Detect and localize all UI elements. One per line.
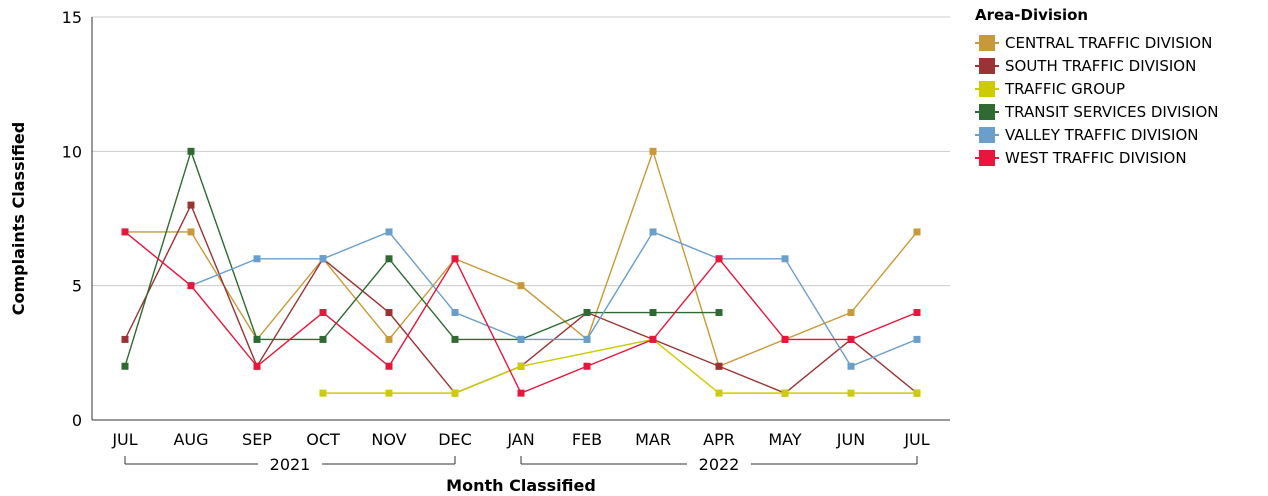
data-point — [385, 335, 393, 343]
x-tick-label: SEP — [242, 430, 272, 449]
x-tick-label: JAN — [506, 430, 534, 449]
data-point — [847, 389, 855, 397]
data-point — [715, 309, 723, 317]
data-point — [451, 335, 459, 343]
series-line — [124, 149, 719, 367]
data-point — [187, 147, 195, 155]
y-tick-label: 0 — [72, 411, 82, 430]
data-point — [649, 335, 657, 343]
legend-swatch — [975, 80, 999, 98]
legend-swatch — [975, 149, 999, 167]
x-tick-label: JUL — [111, 430, 137, 449]
y-tick-label: 10 — [62, 142, 82, 161]
x-axis-title: Month Classified — [446, 476, 596, 495]
data-point — [451, 255, 459, 263]
data-point — [913, 389, 921, 397]
data-point — [715, 362, 723, 370]
data-point — [385, 228, 393, 236]
data-point — [121, 335, 129, 343]
data-point — [385, 389, 393, 397]
data-point — [385, 362, 393, 370]
data-point — [847, 362, 855, 370]
data-point — [187, 282, 195, 290]
data-point — [781, 389, 789, 397]
data-point — [583, 335, 591, 343]
data-point — [847, 309, 855, 317]
data-point — [913, 335, 921, 343]
legend-title: Area-Division — [975, 6, 1089, 24]
data-point — [583, 309, 591, 317]
series-line — [190, 231, 918, 368]
data-point — [649, 147, 657, 155]
legend-item: SOUTH TRAFFIC DIVISION — [975, 54, 1219, 77]
data-point — [319, 255, 327, 263]
legend-label: TRANSIT SERVICES DIVISION — [1005, 102, 1219, 121]
data-point — [517, 389, 525, 397]
x-tick-label: APR — [703, 430, 735, 449]
legend-item: TRANSIT SERVICES DIVISION — [975, 100, 1219, 123]
legend-item: WEST TRAFFIC DIVISION — [975, 146, 1219, 169]
data-point — [517, 335, 525, 343]
legend-item: CENTRAL TRAFFIC DIVISION — [975, 31, 1219, 54]
data-point — [649, 309, 657, 317]
legend-label: WEST TRAFFIC DIVISION — [1005, 148, 1187, 167]
y-axis-title: Complaints Classified — [9, 122, 28, 315]
x-tick-label: FEB — [572, 430, 602, 449]
x-tick-label: DEC — [438, 430, 472, 449]
legend-label: TRAFFIC GROUP — [1005, 79, 1126, 98]
data-point — [583, 362, 591, 370]
data-point — [253, 335, 261, 343]
data-point — [187, 228, 195, 236]
legend-swatch — [975, 34, 999, 52]
data-point — [253, 362, 261, 370]
data-point — [517, 362, 525, 370]
data-point — [121, 362, 129, 370]
x-tick-label: OCT — [306, 430, 340, 449]
data-point — [649, 228, 657, 236]
legend-swatch — [975, 103, 999, 121]
legend-label: VALLEY TRAFFIC DIVISION — [1005, 125, 1199, 144]
data-point — [253, 255, 261, 263]
legend-item: VALLEY TRAFFIC DIVISION — [975, 123, 1219, 146]
data-point — [451, 389, 459, 397]
x-tick-label: AUG — [173, 430, 208, 449]
data-point — [121, 228, 129, 236]
data-point — [517, 282, 525, 290]
legend-label: SOUTH TRAFFIC DIVISION — [1005, 56, 1197, 75]
data-point — [319, 335, 327, 343]
data-point — [715, 389, 723, 397]
y-tick-label: 5 — [72, 277, 82, 296]
x-tick-label: NOV — [371, 430, 406, 449]
data-point — [781, 255, 789, 263]
y-tick-label: 15 — [62, 8, 82, 27]
data-point — [319, 309, 327, 317]
legend-swatch — [975, 126, 999, 144]
legend-label: CENTRAL TRAFFIC DIVISION — [1005, 33, 1213, 52]
x-tick-label: JUL — [903, 430, 929, 449]
x-tick-label: MAR — [635, 430, 671, 449]
legend-item: TRAFFIC GROUP — [975, 77, 1219, 100]
series-line — [323, 338, 917, 394]
legend-items: CENTRAL TRAFFIC DIVISION SOUTH TRAFFIC DI… — [975, 31, 1219, 169]
legend-swatch — [975, 57, 999, 75]
year-label: 2021 — [270, 455, 311, 474]
data-point — [913, 228, 921, 236]
data-point — [847, 335, 855, 343]
data-point — [319, 389, 327, 397]
data-point — [913, 309, 921, 317]
data-point — [715, 255, 723, 263]
year-label: 2022 — [699, 455, 740, 474]
data-point — [187, 201, 195, 209]
data-point — [385, 309, 393, 317]
x-tick-label: JUN — [836, 430, 865, 449]
x-tick-label: MAY — [768, 430, 802, 449]
data-point — [451, 309, 459, 317]
legend: Area-Division CENTRAL TRAFFIC DIVISION SO… — [975, 6, 1219, 169]
data-point — [781, 335, 789, 343]
line-chart: 0 5 10 15 JUL AUG SEP OCT NOV DEC JAN FEB MAR APR MAY J… — [9, 8, 950, 495]
data-point — [385, 255, 393, 263]
